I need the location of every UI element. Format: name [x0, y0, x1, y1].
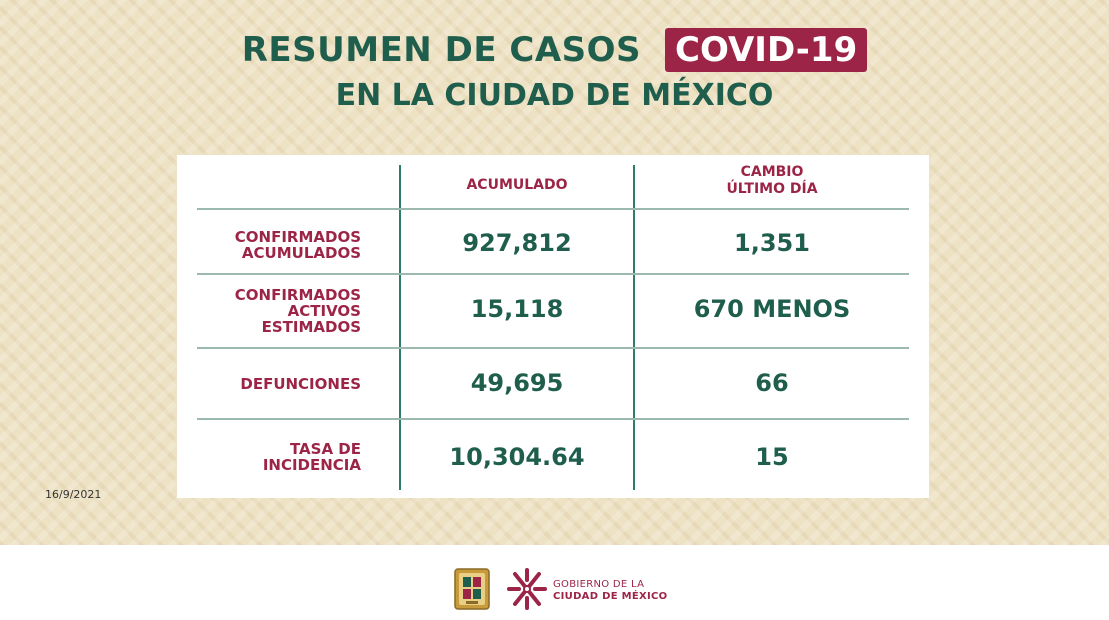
row-label-confirmados-acumulados: CONFIRMADOS ACUMULADOS — [234, 228, 361, 262]
government-logotype: GOBIERNO DE LA CIUDAD DE MÉXICO — [553, 579, 667, 603]
column-header-acumulado: ACUMULADO — [466, 177, 568, 193]
column-divider — [633, 165, 635, 490]
value-cambio: 66 — [755, 369, 789, 397]
row-divider — [197, 208, 909, 210]
page-subtitle: EN LA CIUDAD DE MÉXICO — [335, 78, 774, 113]
row-label-defunciones: DEFUNCIONES — [240, 375, 361, 393]
row-label-confirmados-activos: CONFIRMADOS ACTIVOS ESTIMADOS — [234, 286, 361, 336]
report-date: 16/9/2021 — [45, 488, 102, 501]
value-acumulado: 927,812 — [462, 229, 572, 257]
cdmx-logo-icon — [507, 568, 547, 610]
value-acumulado: 15,118 — [470, 295, 564, 323]
column-divider — [399, 165, 401, 490]
row-divider — [197, 418, 909, 420]
title-row: RESUMEN DE CASOS COVID-19 — [0, 28, 1109, 72]
gov-text-line1: GOBIERNO DE LA — [553, 579, 645, 590]
row-label-tasa-incidencia: TASA DE INCIDENCIA — [262, 440, 361, 474]
value-acumulado: 10,304.64 — [449, 443, 585, 471]
covid-badge: COVID-19 — [665, 28, 868, 72]
value-cambio: 15 — [755, 443, 789, 471]
value-cambio: 670 MENOS — [693, 295, 851, 323]
row-divider — [197, 347, 909, 349]
gov-text-line2: CIUDAD DE MÉXICO — [553, 591, 668, 602]
value-cambio: 1,351 — [734, 229, 810, 257]
summary-table: ACUMULADO CAMBIO ÚLTIMO DÍA CONFIRMADOS … — [177, 155, 929, 498]
page-title: RESUMEN DE CASOS — [241, 30, 642, 70]
value-acumulado: 49,695 — [470, 369, 564, 397]
row-divider — [197, 273, 909, 275]
column-header-cambio: CAMBIO ÚLTIMO DÍA — [726, 164, 818, 197]
coat-of-arms-shield-icon — [454, 568, 490, 610]
